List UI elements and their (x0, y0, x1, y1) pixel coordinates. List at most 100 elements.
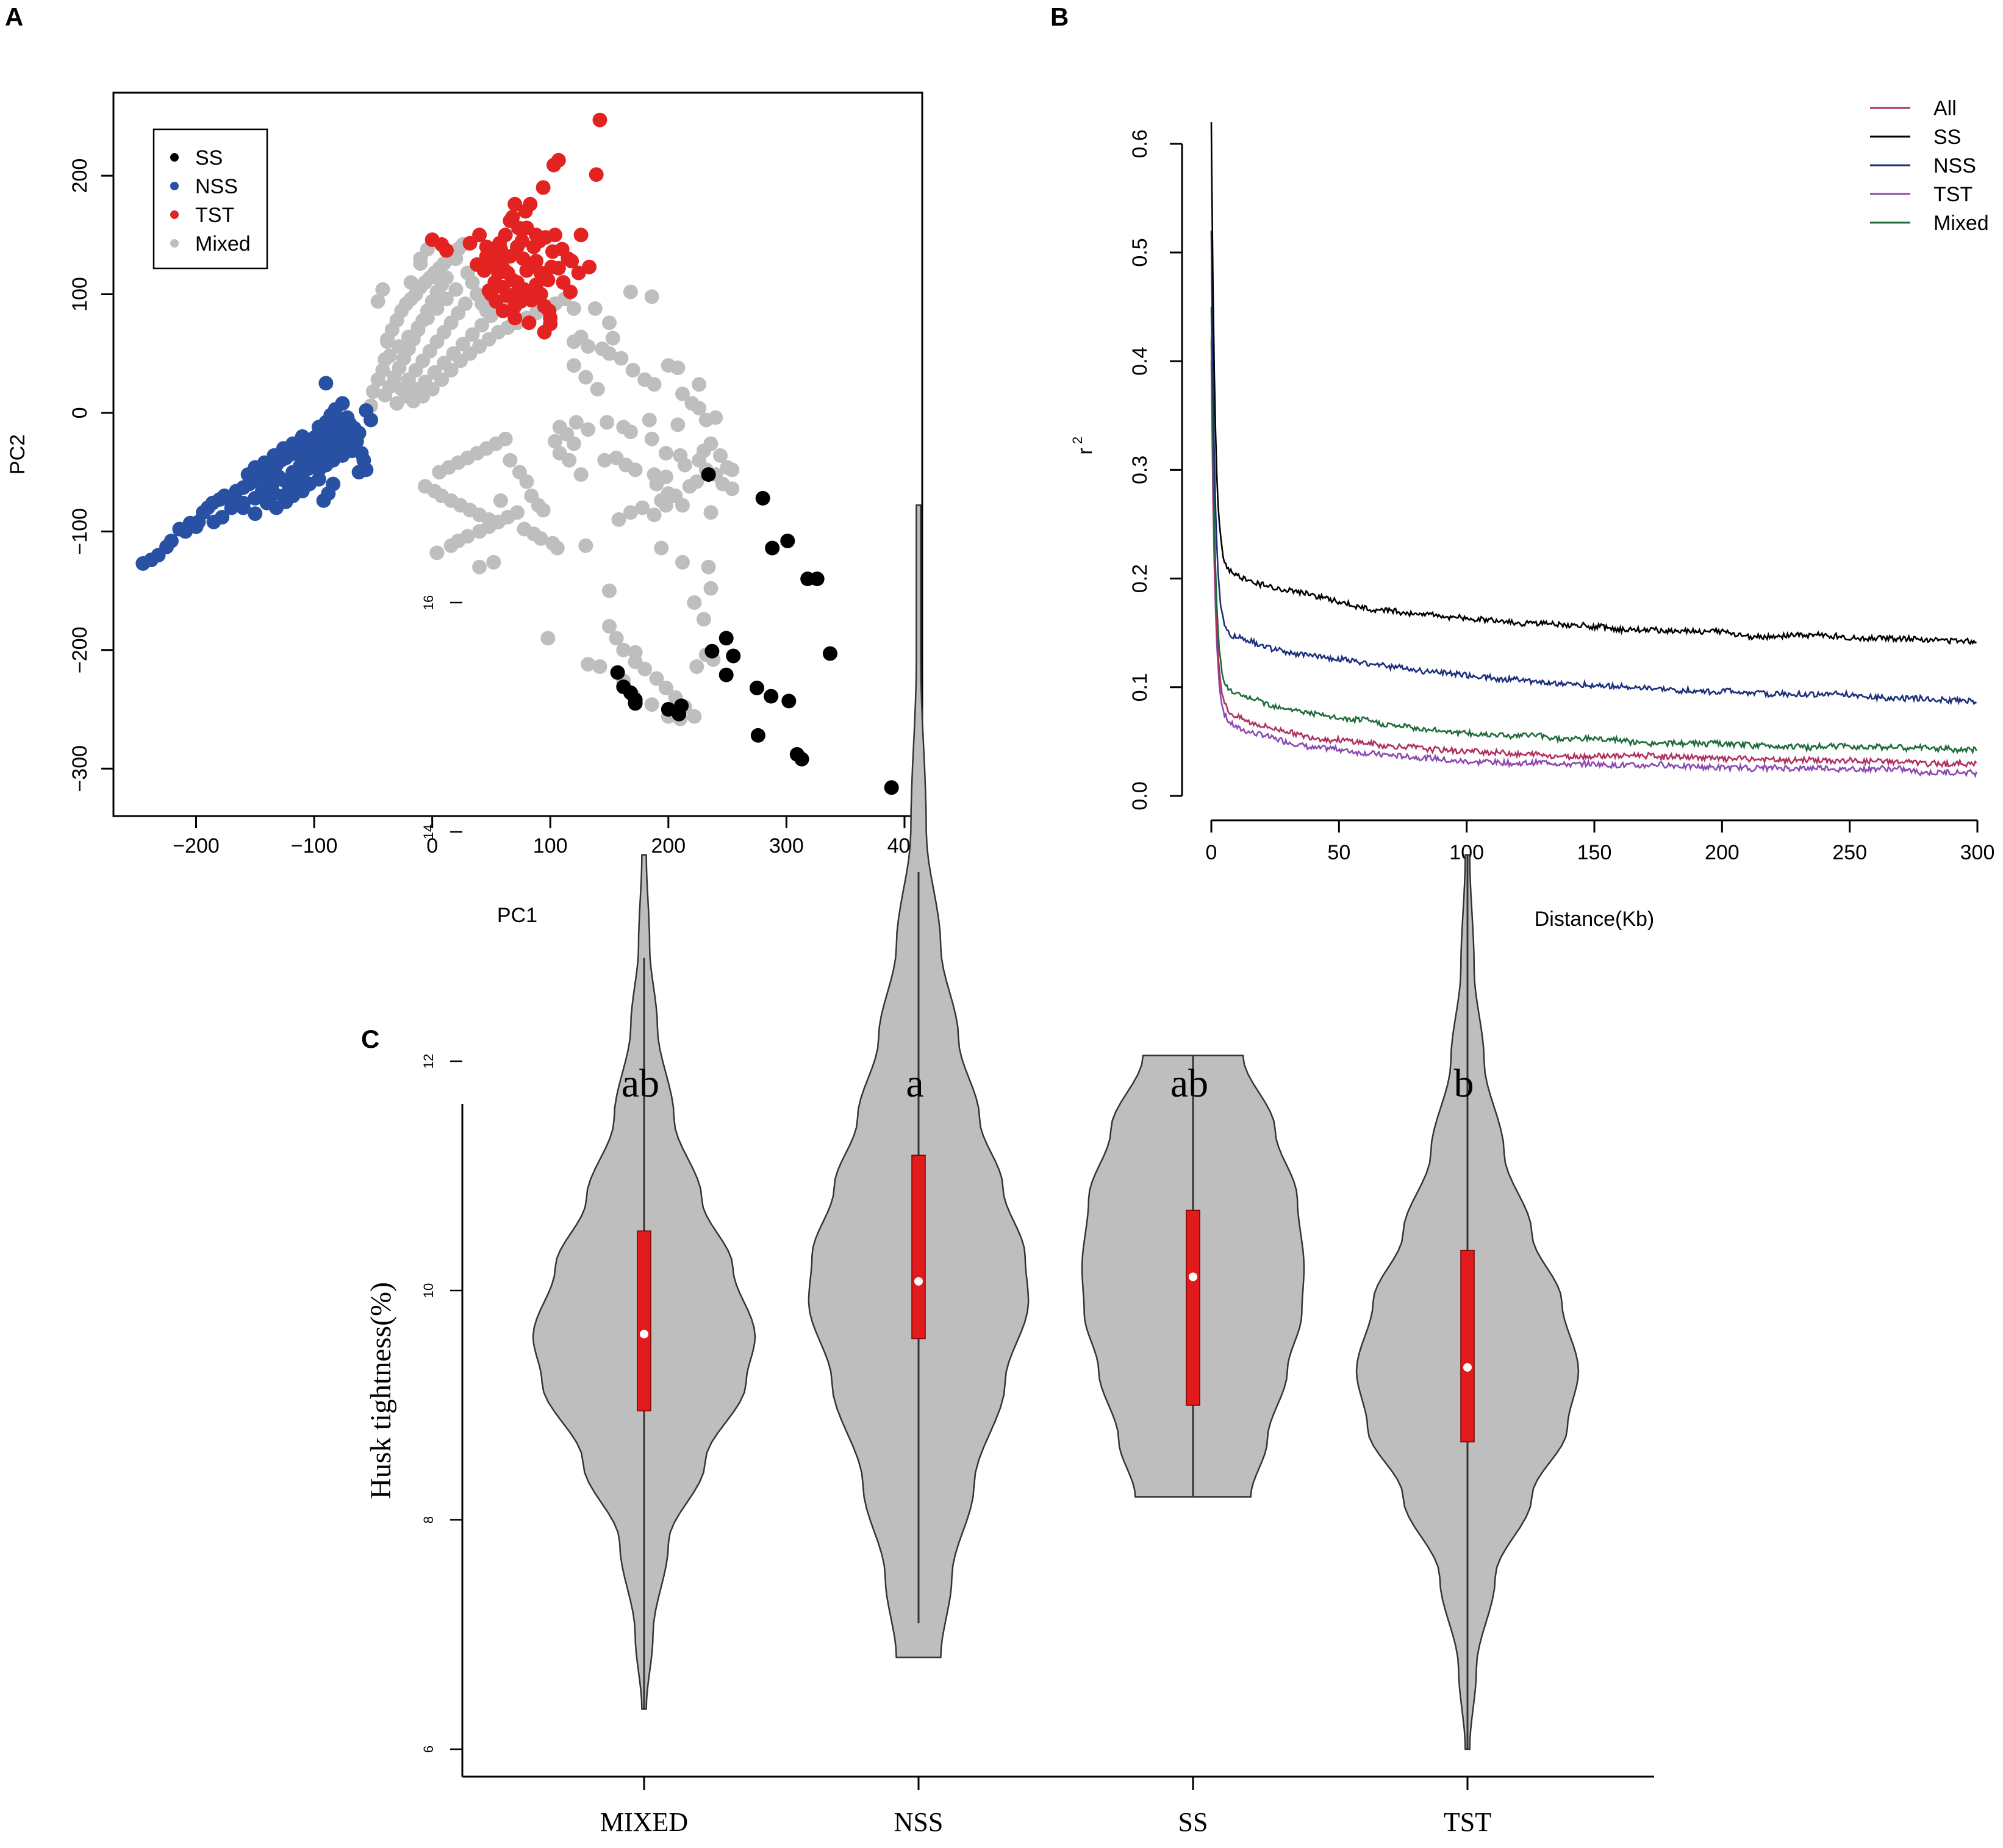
point-tst (439, 243, 454, 258)
legend-label-all: All (1933, 97, 1957, 120)
point-mixed (701, 559, 716, 575)
point-mixed (590, 382, 605, 397)
ld-x-axis: 0 50 100 150 200 250 300 (1206, 819, 1995, 864)
point-nss (224, 500, 239, 515)
point-mixed (670, 360, 686, 376)
point-tst (564, 254, 579, 269)
violin-median (640, 1330, 648, 1339)
y-tick-label: −200 (68, 627, 91, 674)
point-nss (188, 519, 204, 534)
point-ss (794, 751, 809, 767)
point-mixed (644, 431, 659, 446)
pca-x-axis: −200 −100 0 100 200 300 400 (173, 815, 922, 858)
y-tick-label: 16 (421, 595, 436, 610)
point-mixed (658, 681, 673, 695)
point-tst (540, 273, 556, 288)
ld-decay-plot: 0 50 100 150 200 250 300 0.00.10.20.30.40.50.6… (1070, 97, 1994, 931)
x-tick-label: 50 (1327, 841, 1350, 864)
y-tick-label: −300 (68, 745, 91, 792)
point-ss (628, 692, 643, 707)
point-tst (495, 279, 511, 295)
point-mixed (692, 377, 707, 392)
violin-box (911, 1155, 926, 1339)
point-ss (823, 646, 837, 661)
pca-points (135, 112, 899, 795)
point-ss (780, 533, 795, 548)
violin-box (1460, 1250, 1475, 1442)
point-mixed (465, 327, 480, 342)
point-nss (318, 376, 334, 391)
point-nss (248, 506, 263, 521)
x-tick-label: −200 (173, 834, 220, 858)
point-tst (518, 204, 533, 219)
point-tst (495, 303, 511, 318)
point-tst (551, 260, 566, 276)
y-tick-label: 0.1 (1128, 673, 1152, 701)
point-mixed (425, 382, 440, 397)
y-tick-label: 0.4 (1128, 347, 1152, 376)
y-tick-label: 0.5 (1128, 238, 1152, 267)
point-ss (704, 643, 720, 659)
x-tick-label: −100 (291, 834, 338, 858)
x-tick-label: 300 (769, 834, 804, 858)
y-tick-label: 6 (421, 1746, 436, 1753)
point-nss (240, 467, 256, 482)
point-mixed (566, 436, 581, 451)
point-mixed (605, 331, 620, 346)
point-mixed (592, 659, 607, 674)
y-tick-label: 100 (68, 277, 91, 312)
point-tst (507, 196, 523, 212)
y-tick-label: 0.2 (1128, 564, 1152, 593)
point-mixed (432, 465, 447, 480)
point-mixed (573, 467, 589, 482)
point-mixed (429, 545, 445, 560)
point-nss (163, 533, 179, 548)
point-mixed (611, 512, 626, 527)
point-mixed (696, 612, 711, 627)
point-mixed (644, 697, 659, 712)
point-mixed (533, 531, 548, 546)
point-tst (521, 315, 537, 331)
ld-y-axis-label: r 2 (1070, 437, 1097, 455)
point-mixed (635, 500, 650, 515)
point-tst (493, 242, 508, 257)
violin-nss (808, 504, 1030, 1658)
y-tick-label: 12 (421, 1054, 436, 1069)
x-tick-label: 300 (1960, 841, 1995, 864)
point-mixed (703, 505, 718, 520)
legend-marker-tst (170, 210, 179, 219)
point-ss (701, 467, 716, 482)
point-mixed (401, 329, 416, 345)
y-tick-label: 0.6 (1128, 129, 1152, 158)
point-mixed (486, 554, 501, 570)
point-mixed (609, 631, 624, 646)
point-nss (264, 479, 279, 494)
violin-x-axis: MIXED NSS SS TST (462, 1775, 1654, 1837)
point-mixed (540, 631, 556, 646)
point-mixed (465, 275, 480, 290)
point-mixed (475, 318, 489, 333)
point-mixed (503, 453, 518, 468)
point-mixed (687, 595, 702, 610)
point-nss (351, 465, 367, 480)
legend-marker-mixed (170, 239, 179, 248)
point-mixed (562, 453, 577, 468)
violin-y-axis: 6 8 10 12 14 16 (421, 595, 464, 1777)
pca-legend: SS NSS TST Mixed (152, 128, 268, 270)
pca-y-axis: −300 −200 −100 0 100 200 (68, 159, 113, 792)
x-tick-label: MIXED (600, 1807, 688, 1837)
ld-line-tst (1210, 361, 1977, 778)
legend-label-mixed: Mixed (1933, 212, 1989, 235)
panel-label-a: A (5, 2, 23, 31)
x-tick-label: 250 (1832, 841, 1867, 864)
x-tick-label: 150 (1577, 841, 1612, 864)
point-tst (515, 251, 531, 267)
point-mixed (443, 538, 459, 553)
significance-letter: a (906, 1061, 923, 1106)
point-tst (548, 227, 562, 243)
point-mixed (647, 507, 662, 523)
point-mixed (644, 289, 659, 304)
point-tst (573, 227, 589, 243)
x-tick-label: 200 (651, 834, 686, 858)
point-ss (610, 665, 625, 680)
